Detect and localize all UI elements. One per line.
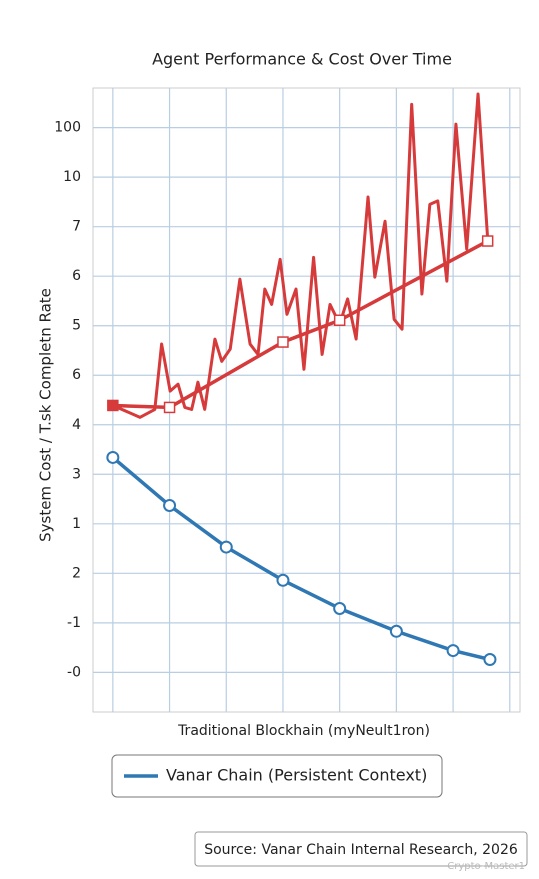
point bbox=[219, 540, 233, 554]
y-tick-label: 7 bbox=[72, 219, 81, 235]
point bbox=[483, 653, 497, 667]
series-line bbox=[112, 92, 490, 419]
point bbox=[277, 336, 289, 348]
y-tick-label: -1 bbox=[67, 615, 81, 631]
y-tick-label: 10 bbox=[63, 169, 81, 185]
point bbox=[163, 498, 177, 512]
legend-label: Vanar Chain (Persistent Context) bbox=[166, 766, 427, 785]
series-line bbox=[111, 456, 491, 662]
point bbox=[276, 573, 290, 587]
y-tick-label: 3 bbox=[72, 466, 81, 482]
source-box bbox=[194, 831, 528, 867]
y-tick-label: 100 bbox=[54, 120, 81, 136]
y-tick-label: 1 bbox=[72, 516, 81, 532]
y-tick-label: 5 bbox=[72, 318, 81, 334]
point bbox=[481, 235, 494, 247]
plot-area bbox=[92, 87, 521, 713]
source-note: Source: Vanar Chain Internal Research, 2… bbox=[204, 842, 518, 858]
y-axis-label: System Cost / T.sk Completn Rate bbox=[37, 288, 55, 542]
y-tick-label: 6 bbox=[72, 268, 81, 284]
legend-box bbox=[111, 754, 443, 798]
point bbox=[446, 644, 460, 658]
y-tick-label: 2 bbox=[72, 565, 81, 581]
y-tick-label: 4 bbox=[72, 417, 81, 433]
y-tick-label: -0 bbox=[67, 664, 81, 680]
point bbox=[333, 314, 346, 327]
watermark: Crypto-Master1 bbox=[447, 861, 525, 872]
chart-title: Agent Performance & Cost Over Time bbox=[152, 50, 452, 69]
x-axis-label: Traditional Blockhain (myNeult1ron) bbox=[177, 723, 430, 739]
point bbox=[107, 399, 119, 412]
point bbox=[333, 601, 347, 615]
point bbox=[106, 450, 120, 464]
point bbox=[389, 624, 403, 638]
point bbox=[163, 401, 176, 414]
y-tick-label: 6 bbox=[72, 367, 81, 383]
